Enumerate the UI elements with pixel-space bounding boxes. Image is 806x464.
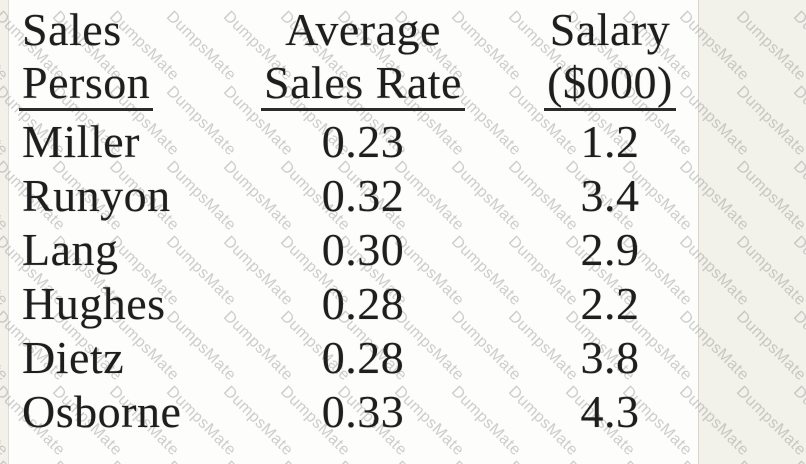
sheet <box>8 0 699 464</box>
watermark-text: DumpsMate <box>732 8 806 85</box>
watermark-text: DumpsMate <box>789 158 806 235</box>
watermark-text: DumpsMate <box>789 8 806 85</box>
watermark-text: DumpsMate <box>732 83 806 160</box>
salesperson-name: Lang <box>22 224 119 275</box>
header-line2-underlined: Sales Rate <box>261 58 465 111</box>
watermark-text: DumpsMate <box>789 308 806 385</box>
salary-table: Sales Person Average Sales Rate Salary (… <box>8 0 697 439</box>
column-header-sales-person: Sales Person <box>8 4 203 111</box>
column-header-average-sales-rate: Average Sales Rate <box>203 4 523 111</box>
header-line1: Average <box>285 4 441 55</box>
table-row: Lang 0.30 2.9 <box>8 223 697 277</box>
table-row: Dietz 0.28 3.8 <box>8 331 697 385</box>
salary-value: 2.9 <box>580 224 640 275</box>
header-line1: Salary <box>549 4 671 55</box>
table-row: Hughes 0.28 2.2 <box>8 277 697 331</box>
watermark-text: DumpsMate <box>732 458 806 464</box>
salary-value: 3.8 <box>580 332 640 383</box>
watermark-text: DumpsMate <box>732 158 806 235</box>
avg-sales-rate-value: 0.32 <box>321 170 405 221</box>
watermark-text: DumpsMate <box>732 383 806 460</box>
watermark-text: DumpsMate <box>789 233 806 310</box>
header-line1: Sales <box>22 4 122 55</box>
salary-value: 3.4 <box>580 170 640 221</box>
header-line2-underlined: Person <box>19 58 154 111</box>
table-body: Miller 0.23 1.2 Runyon 0.32 3.4 Lang 0.3… <box>8 115 697 439</box>
watermark-text: DumpsMate <box>789 458 806 464</box>
salesperson-name: Miller <box>22 116 140 167</box>
salesperson-name: Hughes <box>22 278 166 329</box>
table-row: Runyon 0.32 3.4 <box>8 169 697 223</box>
salary-value: 1.2 <box>580 116 640 167</box>
salesperson-name: Dietz <box>22 332 125 383</box>
avg-sales-rate-value: 0.28 <box>321 278 405 329</box>
avg-sales-rate-value: 0.30 <box>321 224 405 275</box>
avg-sales-rate-value: 0.28 <box>321 332 405 383</box>
salesperson-name: Osborne <box>22 386 182 437</box>
table-header-row: Sales Person Average Sales Rate Salary (… <box>8 0 697 111</box>
watermark-text: DumpsMate <box>789 383 806 460</box>
watermark-text: DumpsMate <box>732 308 806 385</box>
salary-value: 4.3 <box>580 386 640 437</box>
salary-value: 2.2 <box>580 278 640 329</box>
header-line2-underlined: ($000) <box>544 58 676 111</box>
salesperson-name: Runyon <box>22 170 171 221</box>
column-header-salary: Salary ($000) <box>523 4 697 111</box>
avg-sales-rate-value: 0.23 <box>321 116 405 167</box>
table-row: Miller 0.23 1.2 <box>8 115 697 169</box>
watermark-text: DumpsMate <box>732 233 806 310</box>
watermark-text: DumpsMate <box>789 83 806 160</box>
avg-sales-rate-value: 0.33 <box>321 386 405 437</box>
table-row: Osborne 0.33 4.3 <box>8 385 697 439</box>
